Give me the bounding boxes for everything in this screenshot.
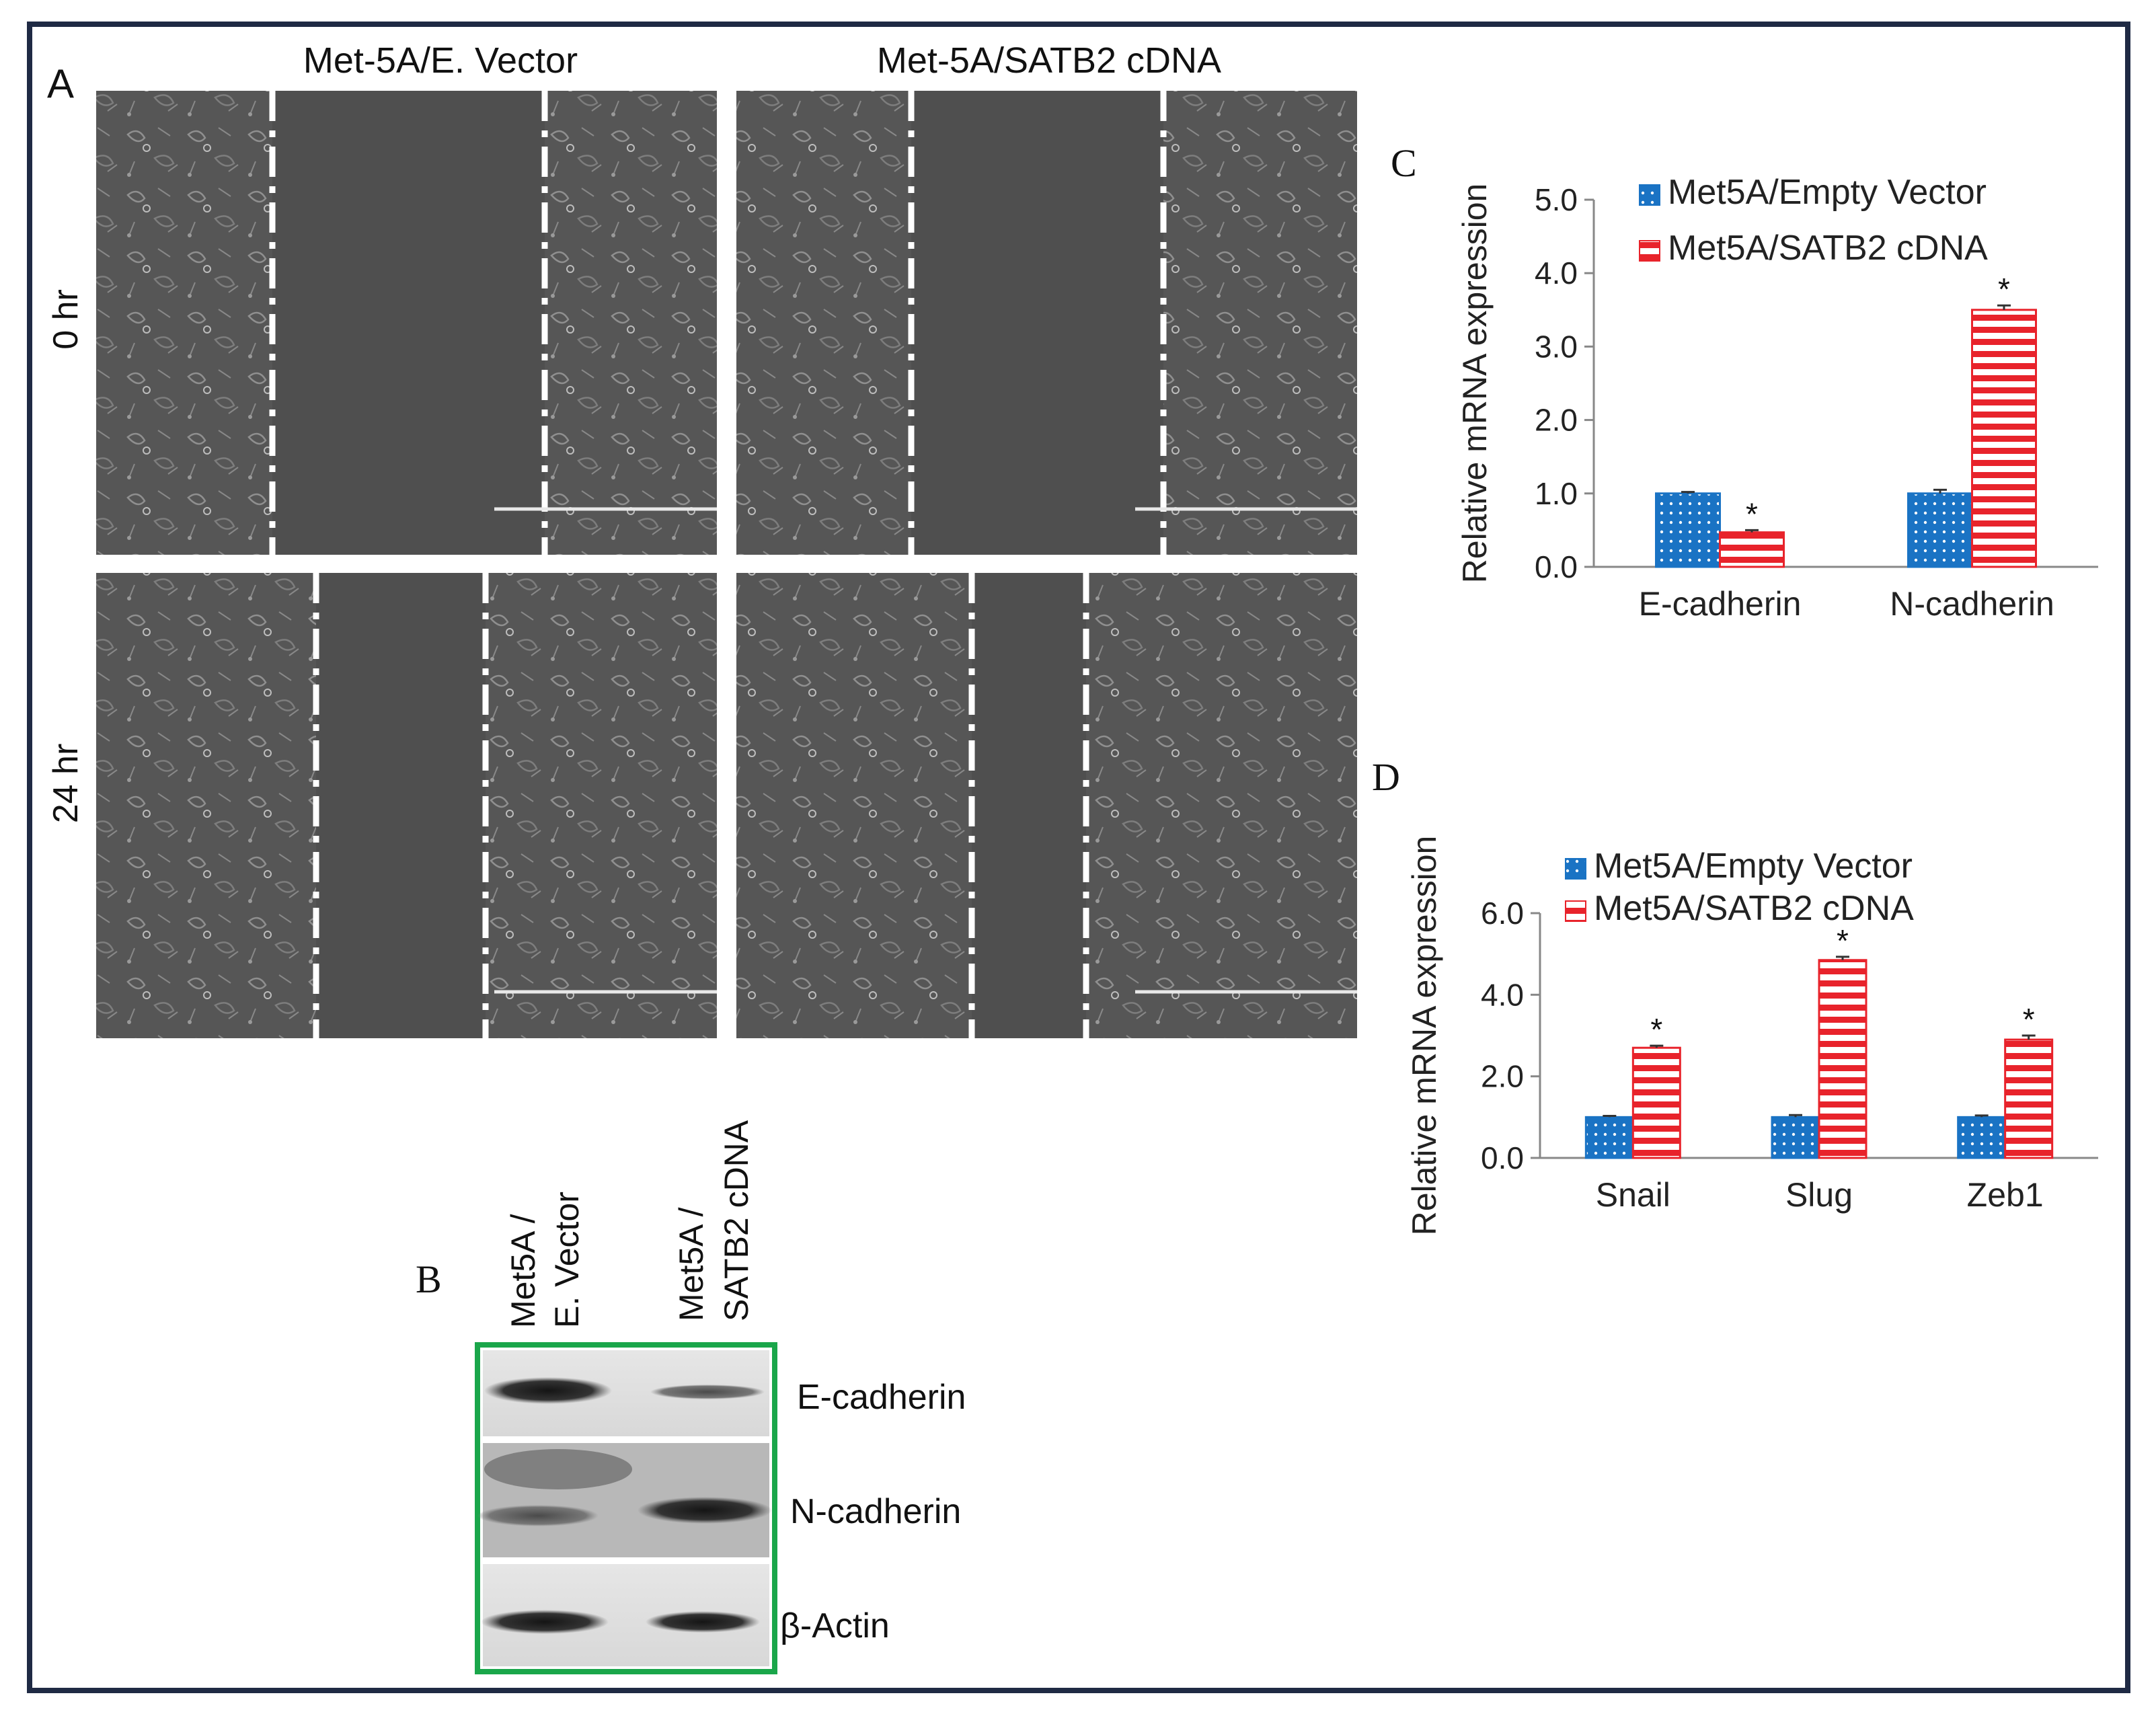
western-blot: [475, 1342, 777, 1674]
y-tick-label: 2.0: [1481, 1059, 1524, 1094]
y-tick-label: 0.0: [1481, 1140, 1524, 1175]
band-ncad-satb2: [638, 1497, 772, 1524]
micrograph-24hr-vector: [96, 573, 717, 1038]
y-tick-label: 2.0: [1535, 403, 1578, 438]
lane-label-1-line1: Met5A /: [504, 1214, 542, 1328]
legend-swatch-1: [1565, 858, 1586, 880]
significance-asterisk: *: [1650, 1012, 1662, 1047]
micrograph-0hr-vector: [96, 91, 717, 555]
x-tick-label-snail: Snail: [1596, 1176, 1670, 1214]
band-actin-vector: [481, 1610, 609, 1634]
bar-zeb1-series-2: [2004, 1038, 2054, 1159]
panel-a-row-label-24hr: 24 hr: [46, 744, 85, 824]
y-tick-label: 6.0: [1481, 896, 1524, 931]
y-tick-label: 3.0: [1535, 329, 1578, 364]
lane-label-1-line2: E. Vector: [548, 1192, 586, 1328]
y-tick-label: 4.0: [1481, 977, 1524, 1012]
legend-label-1: Met5A/Empty Vector: [1594, 847, 1913, 886]
blot-label-actin: β-Actin: [780, 1606, 890, 1645]
bar-e-cadherin-series-1: [1655, 492, 1721, 568]
micrograph-24hr-satb2: [736, 573, 1357, 1038]
y-axis-label: Relative mRNA expression: [1406, 836, 1443, 1236]
legend-swatch-2: [1639, 240, 1660, 262]
bar-slug-series-2: [1818, 959, 1868, 1159]
significance-asterisk: *: [1837, 923, 1849, 958]
x-tick-label-n-cadherin: N-cadherin: [1890, 585, 2054, 623]
bar-snail-series-1: [1584, 1116, 1634, 1159]
legend-swatch-1: [1639, 184, 1660, 206]
band-ecad-satb2: [650, 1385, 765, 1399]
bar-n-cadherin-series-1: [1907, 492, 1973, 568]
band-actin-satb2: [646, 1611, 760, 1633]
y-tick-label: 4.0: [1535, 256, 1578, 290]
y-tick-label: 1.0: [1535, 476, 1578, 511]
panel-label-d: D: [1372, 755, 1400, 799]
x-tick-label-e-cadherin: E-cadherin: [1639, 585, 1802, 623]
y-axis-label: Relative mRNA expression: [1456, 184, 1494, 584]
blot-label-ncadherin: N-cadherin: [790, 1492, 961, 1531]
panel-a-row-label-0hr: 0 hr: [46, 289, 85, 350]
x-tick-label-zeb1: Zeb1: [1967, 1176, 2044, 1214]
y-tick-label: 0.0: [1535, 549, 1578, 584]
significance-asterisk: *: [1998, 272, 2010, 307]
chart-c: 0.0 1.0 2.0 3.0 4.0 5.0 Relative mRNA expressi…: [1456, 173, 2098, 623]
band-ncad-vector: [477, 1505, 599, 1526]
legend-swatch-2: [1565, 900, 1586, 922]
blot-label-ecadherin: E-cadherin: [797, 1378, 966, 1417]
bar-zeb1-series-1: [1957, 1116, 2007, 1159]
significance-asterisk: *: [1746, 496, 1758, 531]
legend-label-2: Met5A/SATB2 cDNA: [1594, 889, 1914, 928]
lane-label-2-line1: Met5A /: [672, 1207, 710, 1321]
lane-label-2-line2: SATB2 cDNA: [718, 1120, 755, 1321]
panel-label-a: A: [47, 61, 74, 106]
bar-n-cadherin-series-2: [1971, 309, 2037, 568]
bar-snail-series-2: [1631, 1046, 1681, 1159]
bar-e-cadherin-series-2: [1719, 531, 1785, 568]
y-tick-label: 5.0: [1535, 182, 1578, 217]
chart-d: 0.0 2.0 4.0 6.0 Relative mRNA expression * Sna…: [1406, 836, 2098, 1236]
band-ecad-vector: [484, 1377, 612, 1404]
panel-label-c: C: [1391, 141, 1417, 185]
x-tick-label-slug: Slug: [1785, 1176, 1853, 1214]
bar-slug-series-1: [1771, 1116, 1820, 1159]
panel-label-b: B: [416, 1257, 442, 1301]
legend-label-2: Met5A/SATB2 cDNA: [1668, 229, 1988, 268]
panel-a-column-header-1: Met-5A/E. Vector: [303, 40, 578, 81]
micrograph-0hr-satb2: [736, 91, 1357, 555]
significance-asterisk: *: [2023, 1002, 2035, 1037]
panel-a-column-header-2: Met-5A/SATB2 cDNA: [877, 40, 1221, 81]
legend-label-1: Met5A/Empty Vector: [1668, 173, 1987, 212]
